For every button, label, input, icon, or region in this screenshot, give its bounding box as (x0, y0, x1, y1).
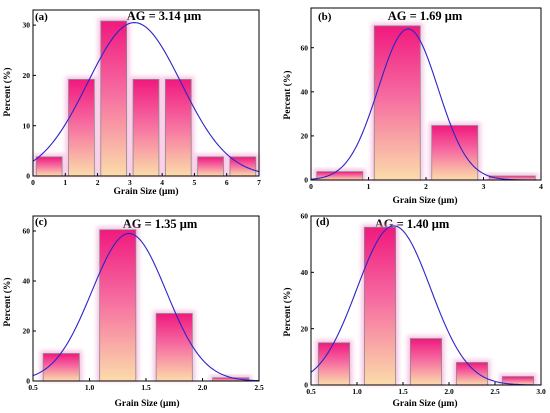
y-tick-label: 60 (301, 212, 309, 221)
histogram-bar (42, 353, 80, 382)
y-tick-label: 60 (301, 43, 309, 52)
x-tick-label: 0 (309, 182, 313, 191)
y-axis-title: Percent (%) (282, 70, 293, 119)
x-tick-label: 2.5 (254, 383, 264, 392)
plot-area: 0.5 1.0 1.5 2.0 2.5 0 20 40 60 (23, 215, 264, 392)
y-tick-label: 10 (23, 121, 31, 130)
x-tick-label: 4 (160, 178, 164, 187)
y-tick-label: 0 (304, 176, 308, 185)
axes-frame (310, 7, 542, 181)
x-axis-title: Grain Size (μm) (113, 186, 178, 197)
histogram-bar (35, 156, 63, 177)
average-grain-annotation: AG = 1.69 μm (388, 9, 463, 23)
x-tick-label: 1.0 (352, 387, 362, 396)
x-tick-label: 7 (257, 178, 261, 187)
panel-label: (c) (35, 216, 48, 228)
panel-label: (d) (316, 216, 330, 228)
y-axis-title: Percent (%) (2, 277, 13, 326)
histogram-bar (409, 338, 443, 386)
normal-fit-curve (310, 28, 541, 181)
y-axis-title: Percent (%) (282, 287, 293, 336)
histogram-bar (99, 229, 137, 382)
x-tick-label: 0.5 (306, 387, 316, 396)
x-axis-title: Grain Size (μm) (114, 398, 179, 409)
y-tick-label: 40 (23, 277, 31, 286)
histogram-bar (100, 20, 128, 177)
average-grain-annotation: AG = 1.35 μm (123, 217, 198, 231)
y-tick-label: 40 (301, 87, 309, 96)
histogram-bar (132, 79, 160, 177)
x-tick-label: 2.0 (198, 383, 208, 392)
y-tick-label: 60 (23, 227, 31, 236)
x-tick-label: 2.5 (490, 387, 500, 396)
y-tick-label: 40 (301, 268, 309, 277)
x-tick-label: 2.0 (444, 387, 454, 396)
histogram-bar (316, 171, 364, 181)
x-tick-label: 0.5 (28, 383, 38, 392)
plot-area: 0 1 2 3 4 5 6 7 0 10 20 30 (23, 9, 261, 187)
normal-fit-curve (310, 225, 542, 386)
histogram-bar (317, 342, 351, 386)
histogram-bar (455, 362, 489, 386)
histogram-bar (197, 156, 224, 177)
plot-area: 0.5 1.0 1.5 2.0 2.5 3.0 0 20 40 60 (301, 212, 546, 396)
histogram-bar (164, 79, 192, 177)
panel-label: (a) (35, 11, 48, 23)
x-tick-label: 1.5 (141, 383, 151, 392)
average-grain-annotation: AG = 3.14 μm (127, 9, 202, 23)
panel-label: (b) (318, 11, 332, 23)
normal-fit-curve (32, 22, 260, 173)
x-tick-label: 2 (96, 178, 100, 187)
histogram-bar (363, 226, 397, 386)
y-tick-label: 0 (304, 381, 308, 390)
axes-frame (32, 9, 260, 177)
axes-frame (310, 215, 542, 386)
x-tick-label: 3 (482, 182, 486, 191)
x-tick-label: 4 (539, 182, 543, 191)
x-tick-label: 3 (128, 178, 132, 187)
x-axis-title: Grain Size (μm) (392, 398, 457, 409)
y-tick-label: 20 (23, 327, 31, 336)
x-tick-label: 0 (31, 178, 35, 187)
y-tick-label: 20 (301, 324, 309, 333)
x-tick-label: 1 (63, 178, 67, 187)
histogram-bar (373, 25, 421, 181)
x-tick-label: 3.0 (536, 387, 546, 396)
panel-b: (b) AG = 1.69 μm Grain Size (μm) Percent… (282, 7, 543, 206)
y-tick-label: 20 (301, 131, 309, 140)
y-tick-label: 0 (26, 172, 30, 181)
panel-a: (a) AG = 3.14 μm Grain Size (μm) Percent… (2, 9, 261, 197)
x-tick-label: 1 (367, 182, 371, 191)
x-tick-label: 1.0 (85, 383, 95, 392)
normal-fit-curve (32, 232, 260, 382)
histogram-bar (155, 313, 193, 382)
y-tick-label: 30 (23, 21, 31, 30)
x-tick-label: 1.5 (398, 387, 408, 396)
y-tick-label: 20 (23, 71, 31, 80)
y-tick-label: 0 (26, 377, 30, 386)
panel-d: (d) AG = 1.40 μm Grain Size (μm) Percent… (282, 212, 546, 409)
x-tick-label: 2 (424, 182, 428, 191)
x-tick-label: 5 (193, 178, 197, 187)
y-axis-title: Percent (%) (2, 67, 13, 116)
panel-c: (c) AG = 1.35 μm Grain Size (μm) Percent… (2, 215, 264, 409)
x-axis-title: Grain Size (μm) (392, 195, 457, 206)
x-tick-label: 6 (225, 178, 229, 187)
